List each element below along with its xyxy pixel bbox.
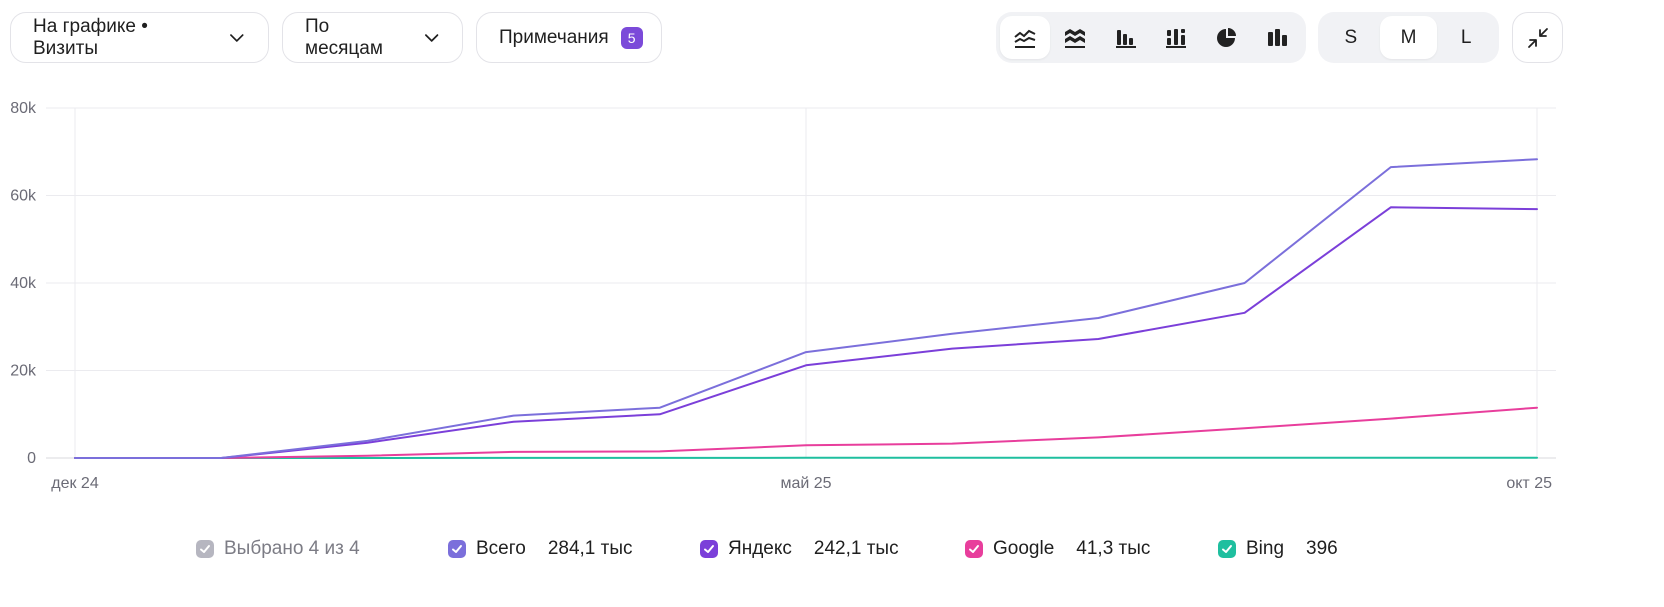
line-chart-icon xyxy=(1014,29,1036,48)
chart-grid xyxy=(46,107,1556,459)
y-tick-label: 60k xyxy=(10,188,37,205)
area-chart-icon xyxy=(1065,28,1086,48)
checkbox-icon xyxy=(448,540,466,558)
area-chart-button[interactable] xyxy=(1050,16,1100,59)
size-m-button[interactable]: M xyxy=(1379,16,1438,59)
notes-count-badge: 5 xyxy=(620,26,643,49)
series-line[interactable] xyxy=(74,206,1538,459)
line-chart-button[interactable] xyxy=(1000,16,1051,59)
legend-item-name: Google xyxy=(993,538,1055,559)
series-line[interactable] xyxy=(74,158,1538,459)
notes-label: Примечания xyxy=(499,26,609,48)
x-tick-label: окт 25 xyxy=(1506,475,1552,492)
chevron-down-icon xyxy=(424,33,438,42)
column-chart-button[interactable] xyxy=(1252,16,1302,59)
legend-select-all-label: Выбрано 4 из 4 xyxy=(224,538,360,559)
stacked-bar-button[interactable] xyxy=(1151,16,1201,59)
stacked-bar-icon xyxy=(1166,28,1187,48)
chart-axis-labels: 0 20k 40k 60k 80k дек 24 май 25 окт 25 xyxy=(10,100,1552,492)
chart-legend: Выбрано 4 из 4 Всего 284,1 тыс Яндекс 24… xyxy=(0,530,1664,570)
x-tick-label: дек 24 xyxy=(51,475,99,492)
period-select-label: По месяцам xyxy=(305,15,383,59)
period-select[interactable]: По месяцам xyxy=(282,12,463,63)
legend-item-total[interactable]: Всего 284,1 тыс xyxy=(448,538,633,560)
collapse-button[interactable] xyxy=(1512,12,1563,63)
pie-chart-icon xyxy=(1217,27,1237,47)
checkbox-icon xyxy=(1218,540,1236,558)
checkbox-icon xyxy=(965,540,983,558)
legend-select-all[interactable]: Выбрано 4 из 4 xyxy=(196,538,360,560)
legend-item-value: 396 xyxy=(1306,538,1338,559)
column-chart-icon xyxy=(1267,28,1287,46)
legend-item-name: Яндекс xyxy=(728,538,792,559)
legend-item-value: 242,1 тыс xyxy=(813,538,899,559)
pie-chart-button[interactable] xyxy=(1201,16,1251,59)
y-tick-label: 0 xyxy=(27,450,36,467)
x-tick-label: май 25 xyxy=(780,475,831,492)
bar-chart-button[interactable] xyxy=(1101,16,1151,59)
checkbox-icon xyxy=(700,540,718,558)
legend-item-bing[interactable]: Bing 396 xyxy=(1218,538,1338,560)
bar-chart-icon xyxy=(1115,29,1136,48)
series-line[interactable] xyxy=(74,406,1538,459)
metric-select[interactable]: На графике • Визиты xyxy=(10,12,269,63)
y-tick-label: 80k xyxy=(10,100,37,117)
y-tick-label: 40k xyxy=(10,275,37,292)
size-l-button[interactable]: L xyxy=(1460,26,1472,48)
legend-item-google[interactable]: Google 41,3 тыс xyxy=(965,538,1150,560)
size-s-button[interactable]: S xyxy=(1344,26,1358,48)
notes-button[interactable]: Примечания 5 xyxy=(476,12,662,63)
legend-item-name: Bing xyxy=(1246,538,1285,559)
checkbox-icon xyxy=(196,540,214,558)
line-chart: 0 20k 40k 60k 80k дек 24 май 25 окт 25 xyxy=(10,100,1556,492)
legend-item-value: 41,3 тыс xyxy=(1076,538,1151,559)
metric-select-label: На графике • Визиты xyxy=(33,15,148,59)
chart-series xyxy=(74,158,1538,459)
collapse-icon xyxy=(1527,27,1548,48)
legend-item-value: 284,1 тыс xyxy=(547,538,633,559)
y-tick-label: 20k xyxy=(10,363,37,380)
chart-toolbar: На графике • Визиты По месяцам Примечани… xyxy=(0,0,1664,78)
chart-type-switcher xyxy=(996,12,1306,63)
chevron-down-icon xyxy=(230,33,244,42)
legend-item-name: Всего xyxy=(476,538,526,559)
size-switcher: S M L xyxy=(1318,12,1499,63)
legend-item-yandex[interactable]: Яндекс 242,1 тыс xyxy=(700,538,899,560)
